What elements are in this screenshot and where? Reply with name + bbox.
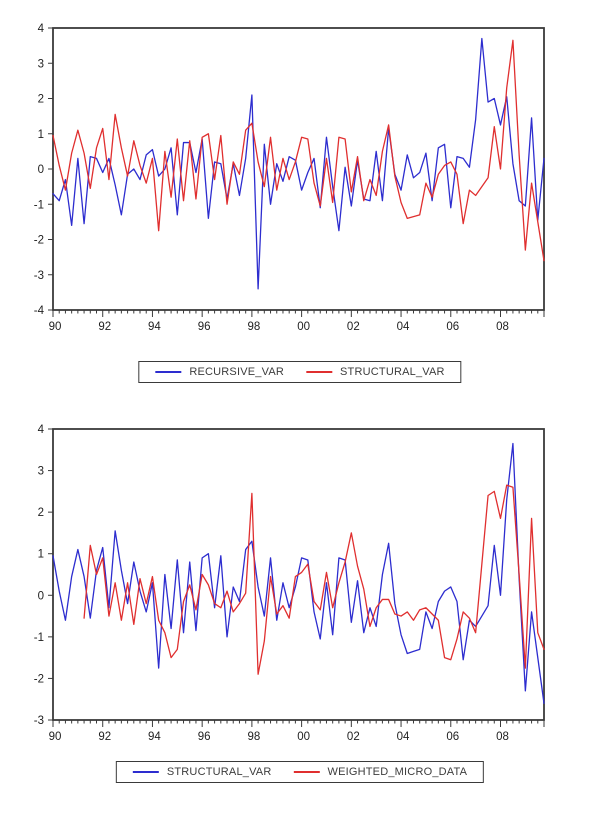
x-tick-label: 96	[198, 321, 211, 333]
y-axis-ticks	[48, 428, 53, 721]
y-tick-label: -1	[34, 632, 44, 644]
x-tick-label: 98	[247, 321, 260, 333]
y-tick-label: 4	[38, 424, 45, 436]
legend-label: STRUCTURAL_VAR	[340, 366, 445, 378]
x-tick-label: 00	[297, 731, 310, 743]
x-axis-ticks	[52, 310, 545, 317]
x-tick-label: 06	[446, 321, 459, 333]
x-tick-label: 92	[98, 731, 111, 743]
x-tick-label: 02	[347, 731, 360, 743]
series-line-structural_var	[52, 442, 545, 705]
x-axis-labels: 90 92 94 96 98 00 02 04 06 08	[49, 731, 509, 743]
y-tick-label: 1	[38, 129, 44, 141]
y-axis-ticks	[48, 27, 53, 311]
x-tick-label: 90	[49, 321, 62, 333]
x-axis-ticks	[52, 720, 545, 727]
y-tick-label: 3	[38, 58, 44, 70]
y-tick-label: -3	[34, 270, 44, 282]
legend-item: WEIGHTED_MICRO_DATA	[293, 766, 467, 778]
bottom-chart-legend: STRUCTURAL_VAR WEIGHTED_MICRO_DATA	[115, 761, 485, 783]
x-tick-label: 08	[496, 731, 509, 743]
x-tick-label: 90	[49, 731, 62, 743]
x-tick-label: 98	[247, 731, 260, 743]
y-tick-label: -2	[34, 673, 44, 685]
y-tick-label: -3	[34, 715, 44, 727]
y-tick-label: -1	[34, 199, 44, 211]
legend-label: WEIGHTED_MICRO_DATA	[327, 766, 468, 778]
blue-line-swatch	[155, 371, 182, 373]
series-line-recursive_var	[52, 37, 545, 290]
legend-item: RECURSIVE_VAR	[155, 366, 284, 378]
series-line-weighted_micro_data	[83, 484, 545, 675]
blue-line-swatch	[132, 771, 159, 773]
y-axis-labels: 4 3 2 1 0 -1 -2 -3	[34, 424, 45, 727]
x-tick-label: 02	[347, 321, 360, 333]
x-axis-labels: 90 92 94 96 98 00 02 04 06 08	[49, 321, 509, 333]
y-tick-label: 1	[38, 549, 44, 561]
x-tick-label: 08	[496, 321, 509, 333]
legend-item: STRUCTURAL_VAR	[306, 366, 445, 378]
red-line-swatch	[293, 771, 320, 773]
x-tick-label: 06	[446, 731, 459, 743]
y-tick-label: 2	[38, 94, 44, 106]
legend-item: STRUCTURAL_VAR	[132, 766, 272, 778]
y-tick-label: 4	[38, 23, 45, 35]
y-axis-labels: 4 3 2 1 0 -1 -2 -3 -4	[34, 23, 45, 317]
y-tick-label: 0	[38, 164, 44, 176]
y-tick-label: 3	[38, 466, 44, 478]
legend-label: RECURSIVE_VAR	[189, 366, 285, 378]
x-tick-label: 94	[148, 731, 161, 743]
plot-border	[52, 428, 545, 721]
bottom-chart: 4 3 2 1 0 -1 -2 -3 90 92 94 96 98 00 02 04 06 08	[34, 424, 545, 743]
x-tick-label: 00	[297, 321, 310, 333]
x-tick-label: 92	[98, 321, 111, 333]
top-chart: 4 3 2 1 0 -1 -2 -3 -4 90 92 94 96 98 00 02 04 06 08	[34, 23, 545, 333]
y-tick-label: 2	[38, 507, 44, 519]
x-tick-label: 04	[397, 321, 410, 333]
legend-label: STRUCTURAL_VAR	[166, 766, 272, 778]
x-tick-label: 94	[148, 321, 161, 333]
x-tick-label: 04	[397, 731, 410, 743]
y-tick-label: -2	[34, 235, 44, 247]
top-chart-legend: RECURSIVE_VAR STRUCTURAL_VAR	[138, 361, 462, 383]
y-tick-label: 0	[38, 590, 44, 602]
x-tick-label: 96	[198, 731, 211, 743]
series-line-structural_var	[52, 39, 545, 262]
red-line-swatch	[306, 371, 333, 373]
y-tick-label: -4	[34, 305, 45, 317]
